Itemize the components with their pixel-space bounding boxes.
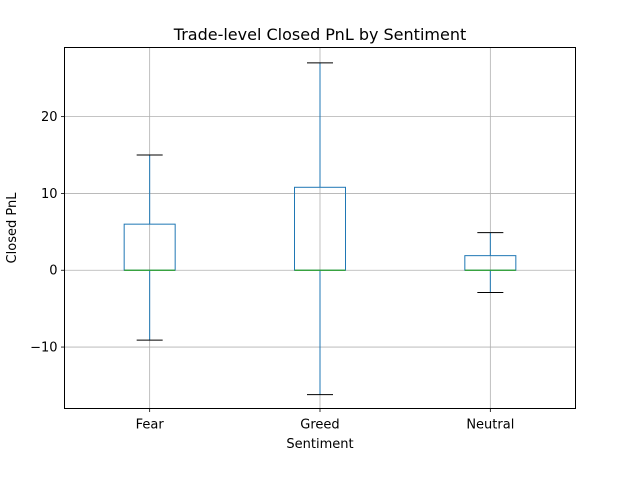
- y-tick-label: −10: [30, 341, 57, 356]
- box-greed: [294, 62, 346, 396]
- y-tick-label: 20: [41, 110, 58, 125]
- y-tick-label: 0: [49, 264, 57, 279]
- y-tick-label: 10: [41, 187, 58, 202]
- x-tick-label: Neutral: [466, 418, 514, 433]
- box-series: [123, 62, 517, 396]
- chart-title: Trade-level Closed PnL by Sentiment: [173, 25, 466, 44]
- x-tick-label: Fear: [136, 418, 165, 433]
- x-tick-label: Greed: [300, 418, 339, 433]
- y-axis-label: Closed PnL: [5, 192, 20, 264]
- axis-ticks: −10 0 10 20 Fear Greed Neutral: [30, 110, 514, 432]
- box-fear: [123, 154, 176, 341]
- x-axis-label: Sentiment: [286, 437, 353, 452]
- box-neutral: [464, 232, 517, 294]
